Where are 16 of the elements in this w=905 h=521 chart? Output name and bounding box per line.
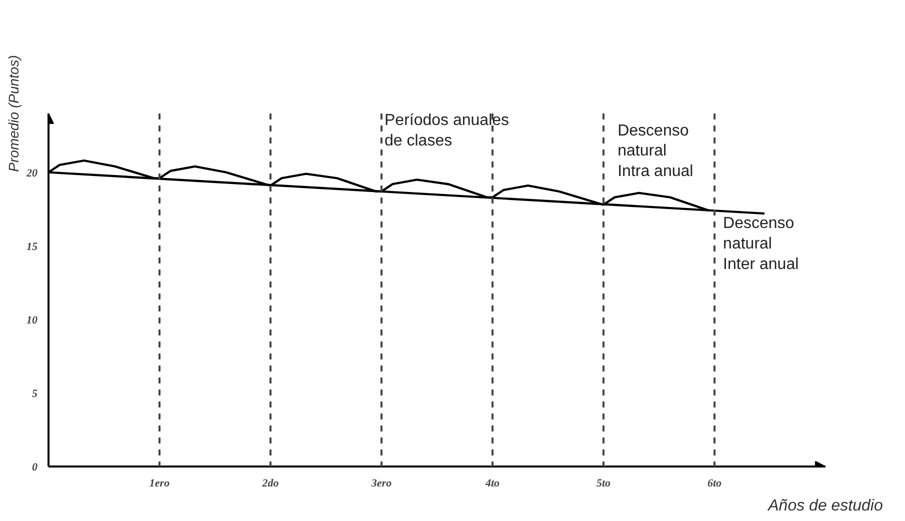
x-tick-label: 6to	[707, 478, 722, 490]
y-axis-title: Promedio (Puntos)	[6, 55, 22, 172]
annotation: Descenso natural Inter anual	[723, 214, 799, 273]
y-tick-label: 5	[32, 388, 38, 400]
annotation: Descenso natural Intra anual	[618, 122, 694, 180]
y-tick-label: 0	[32, 462, 38, 474]
annotation: Períodos anuales de clases	[384, 112, 510, 150]
y-tick-label: 10	[26, 314, 38, 326]
x-tick-label: 3ero	[370, 478, 392, 490]
y-tick-label: 20	[26, 167, 38, 180]
x-axis-title: Años de estudio	[767, 498, 883, 514]
x-tick-label: 4to	[484, 478, 500, 490]
x-tick-label: 2do	[261, 478, 280, 490]
y-tick-label: 15	[26, 240, 38, 253]
x-tick-label: 5to	[596, 478, 612, 490]
x-tick-label: 1ero	[149, 478, 170, 490]
